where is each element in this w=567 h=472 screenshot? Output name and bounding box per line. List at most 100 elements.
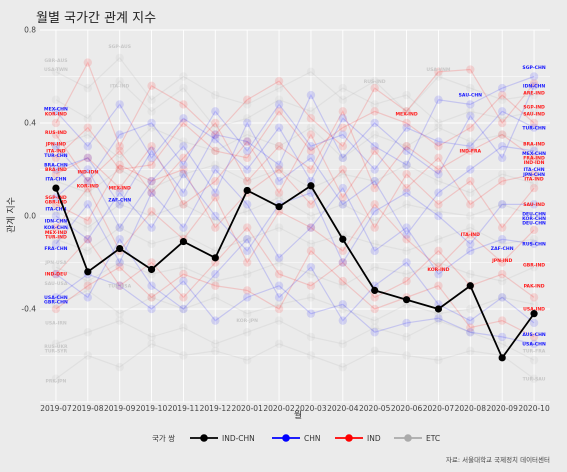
series-etc-point: [529, 300, 539, 309]
series-chn-point: [370, 176, 379, 186]
x-tick-label: 2020-05: [359, 404, 391, 413]
series-ind-chn-line: [55, 184, 535, 360]
series-etc-point: [211, 339, 220, 349]
series-ind-point: [147, 293, 156, 302]
series-chn-point: [51, 239, 61, 249]
series-etc-line: [55, 164, 535, 194]
caption: 자료: 서울대학교 국제정치 데이터센터: [446, 455, 550, 464]
series-chn-line: [55, 121, 535, 236]
x-tick-label: 2019-12: [200, 404, 232, 413]
series-etc-point: [466, 83, 475, 93]
series-etc-point: [274, 165, 284, 174]
series-etc-point: [529, 355, 539, 365]
series-etc-point: [115, 309, 124, 318]
series-ind-chn-point: [498, 354, 506, 362]
x-tick-label: 2020-10: [518, 404, 550, 413]
legend-item-ind-chn: IND-CHN: [190, 434, 255, 443]
series-etc-line: [55, 80, 535, 129]
series-chn-point: [402, 318, 411, 328]
y-tick-label: 0.4: [24, 119, 36, 128]
series-ind-point: [402, 169, 411, 179]
series-etc-point: [51, 374, 61, 383]
series-ind-point: [115, 142, 124, 151]
series-ind-chn-point: [307, 182, 315, 190]
series-etc-point: [274, 142, 284, 151]
series-chn-point: [529, 200, 539, 209]
point-label: SAU-IND: [523, 202, 545, 208]
series-ind-chn-point: [339, 235, 347, 243]
series-ind-point: [179, 200, 188, 209]
series-ind-line: [55, 94, 535, 171]
series-ind-point: [370, 183, 379, 193]
series-etc-point: [51, 142, 61, 151]
series-chn-point: [370, 207, 379, 216]
series-ind-point: [402, 276, 411, 286]
series-ind-point: [434, 142, 443, 151]
series-chn-point: [434, 169, 443, 179]
highlight-series: [52, 182, 538, 362]
series-etc-point: [338, 304, 348, 314]
series-etc-point: [179, 83, 188, 93]
series-chn-point: [242, 137, 252, 146]
series-chn-point: [370, 142, 379, 151]
point-label: SGP-IND: [45, 195, 67, 201]
series-ind-chn-point: [84, 268, 92, 276]
series-chn-point: [274, 293, 284, 302]
series-etc-point: [51, 339, 61, 349]
point-label: PRK-JPN: [45, 379, 66, 385]
series-ind-point: [338, 258, 348, 267]
series-ind-point: [83, 216, 93, 225]
series-ind-point: [306, 281, 316, 290]
series-ind-chn-point: [116, 244, 124, 253]
series-ind-point: [306, 200, 316, 209]
x-tick-label: 2020-02: [263, 404, 295, 413]
legend-label: IND-CHN: [222, 434, 255, 443]
series-chn-point: [211, 165, 220, 174]
x-tick-label: 2020-07: [423, 404, 455, 413]
point-label: USA-TWN: [44, 67, 68, 73]
series-ind-point: [211, 223, 220, 232]
series-etc-point: [83, 114, 93, 123]
series-ind-point: [466, 200, 475, 209]
point-label: BRA-IND: [45, 167, 67, 173]
series-etc-point: [402, 200, 411, 209]
series-etc-point: [466, 304, 475, 314]
point-label: SAU-IND: [523, 111, 545, 117]
series-etc-point: [306, 269, 316, 279]
series-ind-point: [51, 130, 61, 139]
series-chn-point: [338, 114, 348, 123]
series-etc-point: [466, 137, 475, 146]
series-chn-point: [179, 276, 188, 286]
series-ind-point: [370, 200, 379, 209]
series-chn-point: [434, 211, 443, 221]
point-label: MEX-CHN: [44, 107, 68, 113]
series-chn-point: [274, 160, 284, 170]
series-chn-point: [242, 246, 252, 256]
series-chn-point: [402, 146, 411, 156]
series-ind-point: [211, 193, 220, 202]
series-etc-point: [434, 72, 443, 81]
series-ind-point: [179, 118, 188, 128]
series-ind-point: [242, 223, 252, 232]
series-ind-point: [274, 304, 284, 314]
series-etc-point: [338, 83, 348, 93]
series-etc-point: [83, 351, 93, 360]
series-etc-point: [306, 239, 316, 249]
series-etc-point: [242, 100, 252, 109]
series-chn-point: [466, 328, 475, 337]
series-etc-point: [466, 346, 475, 356]
series-etc-point: [434, 355, 443, 365]
series-etc-point: [83, 223, 93, 232]
series-etc-point: [306, 332, 316, 342]
series-chn-point: [274, 281, 284, 290]
x-tick-label: 2019-08: [72, 404, 104, 413]
series-chn-point: [529, 81, 539, 91]
series-chn-point: [306, 153, 316, 163]
series-chn-point: [434, 269, 443, 279]
point-label: KOR-IND: [427, 267, 449, 273]
series-etc-point: [179, 230, 188, 239]
series-chn-point: [51, 211, 61, 221]
series-etc-point: [83, 188, 93, 197]
point-label: GBR-IND: [523, 262, 545, 268]
series-chn-point: [466, 100, 475, 109]
